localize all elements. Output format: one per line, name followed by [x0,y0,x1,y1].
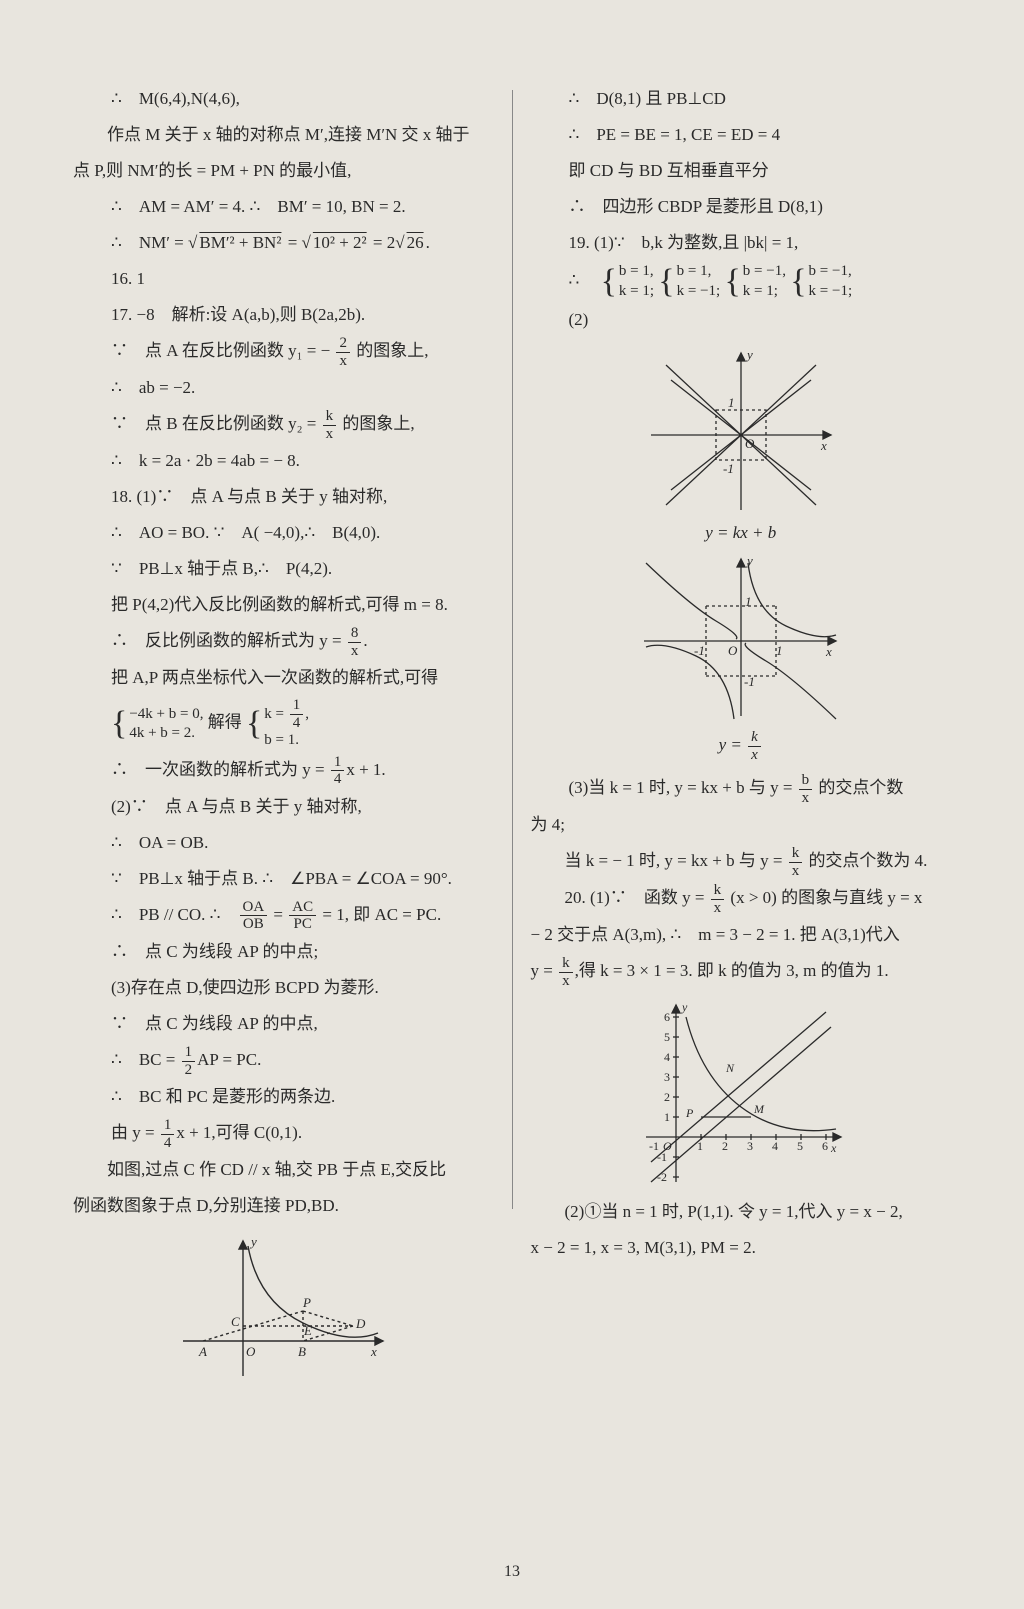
svg-text:-1: -1 [723,461,734,476]
text-line: 17. −8 解析:设 A(a,b),则 B(2a,2b). [73,298,494,332]
svg-text:4: 4 [772,1139,778,1153]
text-line: ∴ 一次函数的解析式为 y = 14x + 1. [73,753,494,788]
text-line: (2)∵ 点 A 与点 B 关于 y 轴对称, [73,790,494,824]
text-line: 即 CD 与 BD 互相垂直平分 [531,154,952,188]
text-line: 18. (1)∵ 点 A 与点 B 关于 y 轴对称, [73,480,494,514]
text-line: ∴ M(6,4),N(4,6), [73,82,494,116]
svg-text:1: 1 [728,395,735,410]
svg-text:O: O [246,1344,256,1359]
line-family-figure: x y O 1 -1 [641,345,841,515]
text-line: y = kx,得 k = 3 × 1 = 3. 即 k 的值为 3, m 的值为… [531,954,952,989]
svg-text:y: y [249,1234,257,1249]
svg-text:3: 3 [664,1070,670,1084]
svg-text:-2: -2 [657,1170,667,1184]
text-line: ∵ 点 A 在反比例函数 y₁ = − 2x 的图象上, [73,334,494,369]
text-line: (3)存在点 D,使四边形 BCPD 为菱形. [73,971,494,1005]
svg-text:-1: -1 [744,674,755,689]
svg-text:4: 4 [664,1050,670,1064]
text-line: ∴ BC 和 PC 是菱形的两条边. [73,1080,494,1114]
text-line: 19. (1)∵ b,k 为整数,且 |bk| = 1, [531,226,952,260]
text-line: ∴ 反比例函数的解析式为 y = 8x. [73,624,494,659]
text-line: − 2 交于点 A(3,m), ∴ m = 3 − 2 = 1. 把 A(3,1… [531,918,952,952]
svg-text:5: 5 [797,1139,803,1153]
svg-text:y: y [745,347,753,362]
text-line: ∵ PB⊥x 轴于点 B,∴ P(4,2). [73,552,494,586]
text-line: ∴ 点 C 为线段 AP 的中点; [73,935,494,969]
svg-text:1: 1 [745,594,752,609]
svg-text:1: 1 [664,1110,670,1124]
svg-text:6: 6 [664,1010,670,1024]
text-line: ∴ ab = −2. [73,371,494,405]
svg-text:C: C [231,1314,240,1329]
equation-cases: ∴ {b = 1,k = 1; {b = 1,k = −1; {b = −1,k… [531,262,952,301]
text-line: ∴ 四边形 CBDP 是菱形且 D(8,1) [531,190,952,224]
svg-text:5: 5 [664,1030,670,1044]
svg-text:O: O [745,436,755,451]
text-line: (2)①当 n = 1 时, P(1,1). 令 y = 1,代入 y = x … [531,1195,952,1229]
text-line: 点 P,则 NM′的长 = PM + PN 的最小值, [73,154,494,188]
text-line: 例函数图象于点 D,分别连接 PD,BD. [73,1189,494,1223]
svg-text:x: x [370,1344,377,1359]
svg-text:-1: -1 [657,1150,667,1164]
text-line: 把 A,P 两点坐标代入一次函数的解析式,可得 [73,661,494,695]
equation-system: {−4k + b = 0,4k + b = 2. 解得 {k = 14,b = … [73,697,494,751]
text-line: 20. (1)∵ 函数 y = kx (x > 0) 的图象与直线 y = x [531,881,952,916]
svg-text:x: x [825,644,832,659]
svg-text:P: P [685,1106,694,1120]
svg-text:x: x [830,1141,837,1155]
svg-text:y: y [681,1000,688,1014]
svg-text:1: 1 [776,643,783,658]
figure-caption: y = kx + b [531,523,952,543]
text-line: ∴ BC = 12AP = PC. [73,1043,494,1078]
text-line: 如图,过点 C 作 CD // x 轴,交 PB 于点 E,交反比 [73,1153,494,1187]
text-line: 16. 1 [73,262,494,296]
hyperbola-figure: x y O 1 -1 -1 1 [636,551,846,721]
q20-figure: x y O -1 1 2 3 4 5 6 1 2 3 4 5 6 -1 -2 [631,997,851,1187]
svg-text:3: 3 [747,1139,753,1153]
svg-text:E: E [303,1323,312,1338]
text-line: ∴ PB // CO. ∴ OAOB = ACPC = 1, 即 AC = PC… [73,898,494,933]
page: ∴ M(6,4),N(4,6), 作点 M 关于 x 轴的对称点 M′,连接 M… [0,0,1024,1419]
text-line: ∴ NM′ = √BM′² + BN² = √10² + 2² = 2√26. [73,226,494,260]
text-line: ∴ k = 2a · 2b = 4ab = − 8. [73,444,494,478]
text-line: (3)当 k = 1 时, y = kx + b 与 y = bx 的交点个数 [531,771,952,806]
svg-text:1: 1 [697,1139,703,1153]
svg-text:P: P [302,1295,311,1310]
svg-text:A: A [198,1344,207,1359]
text-line: (2) [531,303,952,337]
text-line: 把 P(4,2)代入反比例函数的解析式,可得 m = 8. [73,588,494,622]
reciprocal-plot-figure: x y A O B C P D E [173,1231,393,1381]
svg-text:N: N [725,1061,735,1075]
text-line: ∴ AO = BO. ∵ A( −4,0),∴ B(4,0). [73,516,494,550]
svg-text:y: y [745,553,753,568]
text-line: ∴ AM = AM′ = 4. ∴ BM′ = 10, BN = 2. [73,190,494,224]
svg-text:2: 2 [664,1090,670,1104]
svg-text:-1: -1 [694,643,705,658]
page-number: 13 [0,1563,1024,1581]
svg-text:6: 6 [822,1139,828,1153]
text-line: 当 k = − 1 时, y = kx + b 与 y = kx 的交点个数为 … [531,844,952,879]
text-line: ∴ D(8,1) 且 PB⊥CD [531,82,952,116]
svg-text:O: O [728,643,738,658]
text-line: 为 4; [531,808,952,842]
svg-text:M: M [753,1102,765,1116]
text-line: ∴ OA = OB. [73,826,494,860]
svg-text:D: D [355,1316,366,1331]
left-column: ∴ M(6,4),N(4,6), 作点 M 关于 x 轴的对称点 M′,连接 M… [55,80,512,1389]
text-line: ∵ 点 C 为线段 AP 的中点, [73,1007,494,1041]
text-line: x − 2 = 1, x = 3, M(3,1), PM = 2. [531,1231,952,1265]
text-line: ∵ PB⊥x 轴于点 B. ∴ ∠PBA = ∠COA = 90°. [73,862,494,896]
svg-text:x: x [820,438,827,453]
text-line: ∴ PE = BE = 1, CE = ED = 4 [531,118,952,152]
text-line: 由 y = 14x + 1,可得 C(0,1). [73,1116,494,1151]
right-column: ∴ D(8,1) 且 PB⊥CD ∴ PE = BE = 1, CE = ED … [513,80,970,1389]
text-line: ∵ 点 B 在反比例函数 y₂ = kx 的图象上, [73,407,494,442]
figure-caption: y = kx [531,729,952,763]
svg-text:2: 2 [722,1139,728,1153]
text-line: 作点 M 关于 x 轴的对称点 M′,连接 M′N 交 x 轴于 [73,118,494,152]
svg-text:B: B [298,1344,306,1359]
